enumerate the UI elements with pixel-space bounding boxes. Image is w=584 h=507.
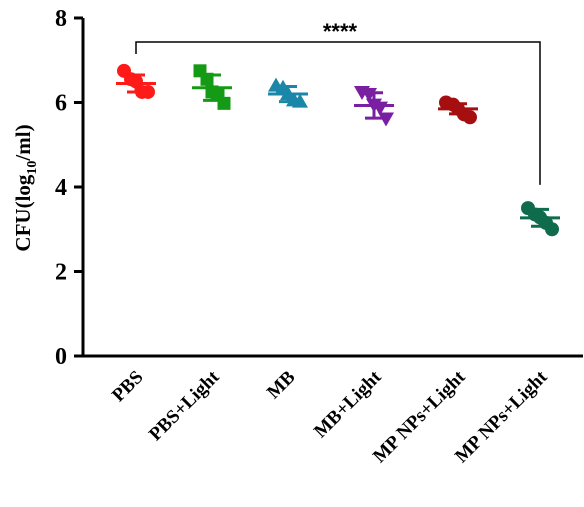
group-1 — [192, 64, 232, 110]
x-category-label: PBS — [108, 367, 147, 406]
group-2 — [268, 77, 308, 108]
significance-bracket — [135, 41, 541, 185]
y-tick-label: 0 — [55, 344, 67, 370]
group-4 — [438, 95, 478, 125]
x-category-label: MB+Light — [310, 366, 386, 442]
y-tick-label: 4 — [55, 175, 67, 201]
group-3 — [354, 85, 394, 127]
y-tick-label: 2 — [55, 260, 67, 286]
data-point — [378, 112, 394, 127]
data-point — [463, 110, 477, 125]
x-category-label: PBS+Light — [145, 366, 224, 445]
x-category-label: MB — [263, 366, 300, 403]
y-axis-title: CFU(log10/ml) — [11, 124, 40, 251]
data-point — [361, 88, 377, 103]
group-5 — [520, 201, 560, 237]
y-tick-label: 6 — [55, 91, 67, 117]
data-point — [141, 84, 155, 99]
y-axis-title-tail: /ml) — [11, 124, 35, 161]
data-point — [217, 96, 231, 110]
y-axis-title-main: CFU(log — [11, 174, 35, 251]
group-0 — [116, 63, 156, 99]
data-point — [545, 222, 559, 237]
data-point — [292, 93, 308, 108]
significance-label: **** — [323, 19, 358, 44]
data-point — [200, 72, 214, 86]
y-tick-label: 8 — [55, 6, 67, 32]
y-axis-title-subscript: 10 — [25, 161, 40, 175]
